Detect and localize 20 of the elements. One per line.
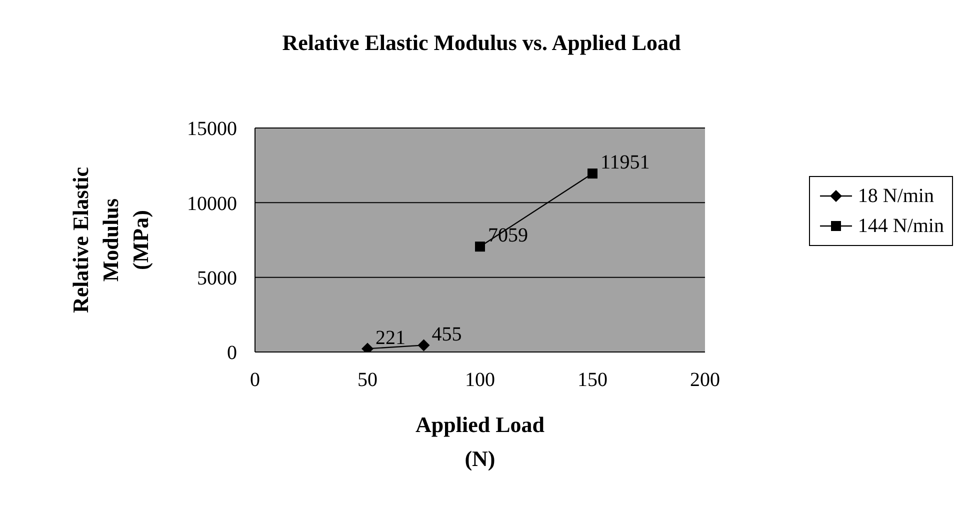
- chart-title: Relative Elastic Modulus vs. Applied Load: [281, 30, 682, 56]
- point: [475, 242, 485, 252]
- legend-label: 18 N/min: [858, 184, 934, 208]
- x-tick-label: 100: [465, 369, 495, 392]
- y-tick-label: 5000: [197, 267, 237, 290]
- point: [418, 339, 430, 352]
- data-label: 11951: [600, 152, 650, 174]
- x-tick-label: 50: [358, 369, 378, 392]
- legend-label: 144 N/min: [858, 214, 944, 238]
- y-tick-label: 15000: [187, 118, 237, 140]
- y-axis-title: Relative Elastic Modulus (MPa): [68, 166, 153, 314]
- x-axis-title: Applied Load (N): [416, 412, 544, 471]
- x-tick-label: 150: [578, 369, 608, 392]
- x-tick-label: 200: [690, 369, 720, 392]
- point: [588, 168, 598, 179]
- data-label: 455: [432, 323, 462, 346]
- x-tick-label: 0: [250, 369, 260, 392]
- y-tick-label: 10000: [187, 192, 237, 215]
- data-label: 221: [376, 326, 406, 349]
- y-tick-label: 0: [227, 342, 237, 364]
